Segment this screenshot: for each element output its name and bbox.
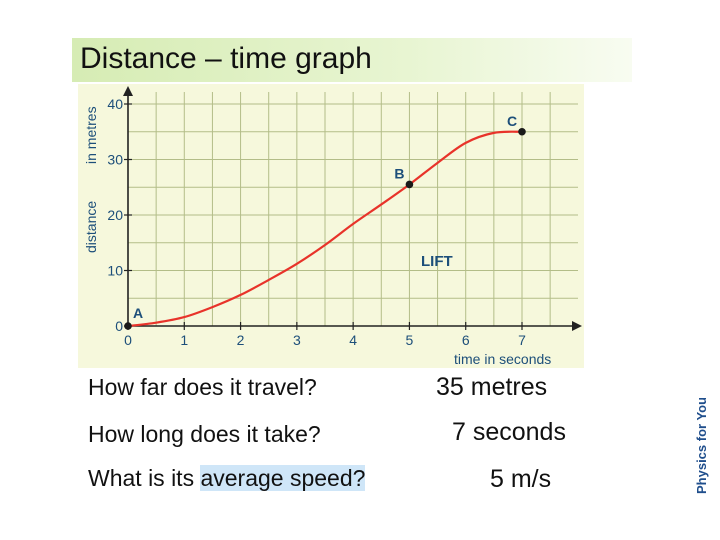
question-speed-prefix: What is its (88, 465, 201, 491)
page-title: Distance – time graph (80, 42, 372, 75)
answer-time: 7 seconds (452, 418, 566, 446)
y-tick-label: 30 (107, 152, 123, 168)
x-tick-label: 6 (462, 332, 470, 348)
x-tick-label: 1 (180, 332, 188, 348)
question-speed-highlight: average speed? (200, 465, 366, 491)
question-distance: How far does it travel? (88, 374, 317, 400)
answer-speed: 5 m/s (490, 465, 552, 493)
x-tick-label: 4 (349, 332, 357, 348)
chart-points: A B C (124, 113, 526, 330)
y-tick-label: 40 (107, 96, 123, 112)
y-axis-arrow (123, 86, 133, 96)
y-axis-label: distance (83, 201, 99, 253)
title-banner (72, 38, 632, 82)
point-label-a: A (133, 305, 143, 321)
x-tick-label: 3 (293, 332, 301, 348)
point-label-b: B (394, 165, 404, 181)
x-tick-label: 2 (237, 332, 245, 348)
point-c (518, 127, 526, 136)
chart-grid (127, 92, 578, 327)
x-axis-label: time in seconds (454, 351, 551, 367)
series-label-lift: LIFT (421, 253, 453, 270)
x-tick-label: 5 (406, 332, 414, 348)
y-tick-label: 10 (107, 263, 123, 279)
answer-distance: 35 metres (436, 373, 548, 401)
question-time: How long does it take? (88, 421, 321, 447)
point-b (405, 180, 414, 189)
chart-tick-labels: 0 1 2 3 4 5 6 7 0 10 20 30 40 (107, 96, 526, 348)
point-a (124, 322, 132, 330)
chart-axes (123, 86, 582, 331)
series-line-lift (127, 130, 523, 328)
svg-text:Physics for You: Physics for You (694, 398, 709, 494)
x-tick-label: 7 (518, 332, 526, 348)
x-tick-label: 0 (124, 332, 132, 348)
y-tick-label: 20 (107, 207, 123, 223)
y-tick-label: 0 (115, 318, 123, 334)
point-label-c: C (507, 113, 517, 129)
physics-for-you-logo: Physics for You (690, 398, 712, 496)
x-axis-arrow (572, 321, 582, 331)
y-axis-label-unit: in metres (83, 106, 99, 164)
question-speed: What is its average speed? (88, 465, 366, 492)
